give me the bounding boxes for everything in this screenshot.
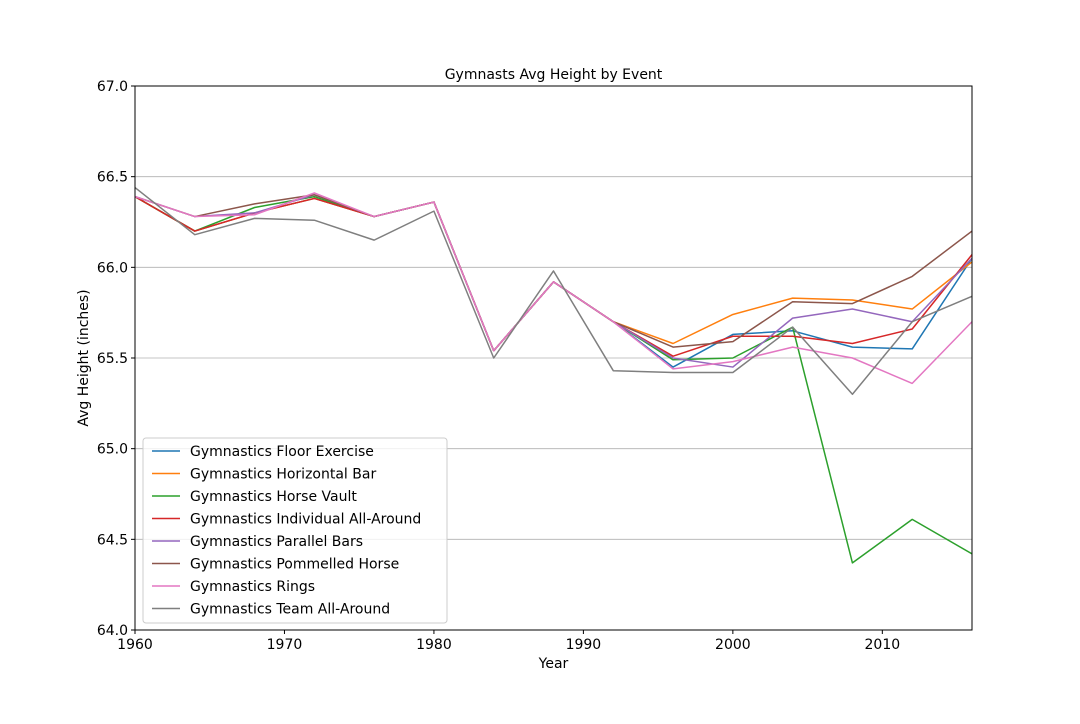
series-line-4	[135, 195, 972, 357]
legend: Gymnastics Floor Exercise Gymnastics Hori…	[142, 437, 448, 624]
y-tick-label: 64.5	[97, 532, 128, 548]
legend-label: Gymnastics Pommelled Horse	[190, 557, 399, 573]
series-line-7	[135, 192, 972, 385]
y-tick-label: 64.0	[97, 623, 128, 639]
y-tick-label: 66.0	[97, 260, 128, 276]
tick-layer: 64.0 64.5 65.0 65.5 66.0 66.5 67.0 1960 1970 1980…	[97, 79, 900, 653]
legend-box	[142, 437, 448, 624]
y-axis-label: Avg Height (inches)	[76, 289, 92, 426]
x-tick-label: 1990	[566, 637, 602, 653]
y-tick-label: 65.5	[97, 351, 128, 367]
legend-label: Gymnastics Individual All-Around	[190, 512, 421, 528]
series-line-5	[135, 194, 972, 368]
legend-label: Gymnastics Rings	[190, 579, 315, 595]
legend-label: Gymnastics Team All-Around	[190, 602, 390, 618]
x-tick-label: 1960	[117, 637, 153, 653]
legend-label: Gymnastics Parallel Bars	[190, 534, 363, 550]
y-tick-label: 67.0	[97, 79, 128, 95]
legend-label: Gymnastics Horse Vault	[190, 489, 357, 505]
legend-label: Gymnastics Floor Exercise	[190, 444, 374, 460]
legend-label: Gymnastics Horizontal Bar	[190, 467, 376, 483]
x-axis-label: Year	[538, 656, 569, 672]
x-tick-label: 2000	[715, 637, 751, 653]
series-layer	[135, 186, 972, 564]
x-tick-label: 1980	[416, 637, 452, 653]
series-line-8	[135, 186, 972, 396]
x-tick-label: 2010	[865, 637, 901, 653]
y-tick-label: 65.0	[97, 442, 128, 458]
chart-title: Gymnasts Avg Height by Event	[445, 67, 663, 83]
series-line-2	[135, 195, 972, 352]
x-tick-label: 1970	[267, 637, 303, 653]
y-tick-label: 66.5	[97, 170, 128, 186]
